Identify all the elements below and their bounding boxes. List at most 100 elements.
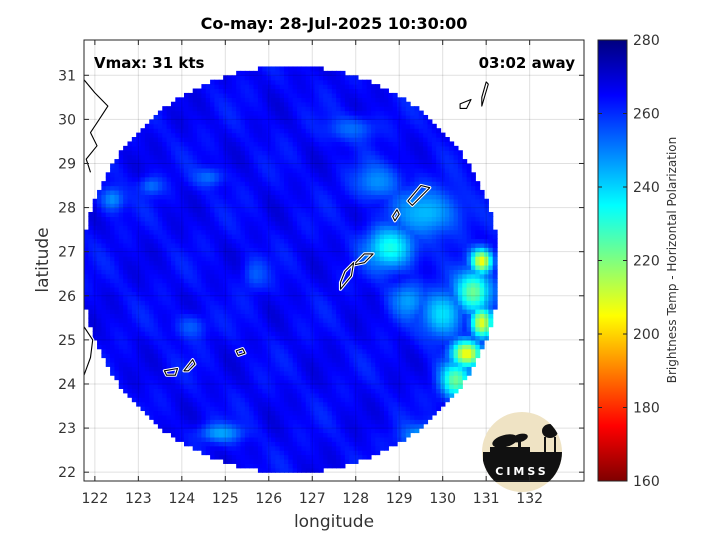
swath-cell	[144, 300, 150, 306]
swath-cell	[84, 247, 89, 253]
swath-cell	[153, 229, 159, 235]
swath-cell	[318, 458, 324, 464]
swath-cell	[192, 432, 198, 438]
swath-cell	[284, 242, 289, 248]
swath-cell	[336, 339, 342, 345]
swath-cell	[184, 220, 189, 226]
swath-cell	[388, 260, 394, 266]
swath-cell	[370, 436, 376, 442]
swath-cell	[349, 242, 355, 248]
swath-cell	[327, 445, 333, 451]
swath-cell	[166, 273, 172, 279]
swath-cell	[427, 331, 433, 337]
swath-cell	[257, 454, 263, 460]
swath-cell	[149, 194, 155, 200]
swath-cell	[288, 234, 294, 240]
swath-cell	[170, 194, 176, 200]
swath-cell	[336, 366, 342, 372]
swath-cell	[479, 256, 485, 262]
swath-cell	[270, 436, 276, 442]
swath-cell	[131, 366, 137, 372]
swath-cell	[436, 406, 442, 412]
swath-cell	[423, 419, 429, 425]
swath-cell	[205, 401, 211, 407]
swath-cell	[197, 251, 202, 257]
swath-cell	[266, 313, 272, 319]
swath-cell	[370, 379, 376, 385]
swath-cell	[140, 264, 146, 270]
swath-cell	[279, 450, 285, 456]
swath-cell	[475, 260, 481, 266]
swath-cell	[453, 300, 459, 306]
swath-cell	[253, 331, 259, 337]
swath-cell	[336, 234, 342, 240]
swath-cell	[362, 450, 368, 456]
swath-cell	[123, 256, 129, 262]
swath-cell	[288, 269, 294, 275]
swath-cell	[262, 309, 268, 315]
swath-cell	[488, 278, 494, 284]
swath-cell	[436, 370, 442, 376]
swath-cell	[318, 353, 324, 359]
swath-cell	[179, 313, 185, 319]
swath-cell	[336, 198, 342, 204]
swath-cell	[114, 273, 120, 279]
swath-cell	[427, 269, 433, 275]
swath-cell	[453, 207, 459, 213]
swath-cell	[401, 423, 407, 429]
swath-cell	[175, 379, 181, 385]
swath-cell	[249, 260, 255, 266]
swath-cell	[323, 264, 329, 270]
swath-cell	[170, 339, 176, 345]
swath-cell	[210, 300, 216, 306]
swath-cell	[279, 300, 285, 306]
swath-cell	[436, 225, 442, 231]
swath-cell	[140, 225, 146, 231]
swath-cell	[123, 251, 129, 257]
swath-cell	[427, 379, 433, 385]
swath-cell	[257, 419, 263, 425]
swath-cell	[92, 264, 98, 270]
swath-cell	[392, 441, 398, 447]
swath-cell	[479, 331, 485, 337]
swath-cell	[214, 260, 220, 266]
swath-cell	[336, 410, 342, 416]
swath-cell	[240, 370, 246, 376]
swath-cell	[127, 357, 133, 363]
swath-cell	[210, 414, 216, 420]
swath-cell	[244, 366, 250, 372]
swath-cell	[201, 309, 207, 315]
swath-cell	[288, 436, 294, 442]
swath-cell	[214, 344, 220, 350]
swath-cell	[353, 419, 359, 425]
swath-cell	[201, 353, 207, 359]
swath-cell	[227, 211, 233, 217]
swath-cell	[297, 436, 302, 442]
swath-cell	[257, 357, 263, 363]
swath-cell	[357, 295, 363, 301]
swath-cell	[257, 295, 263, 301]
swath-cell	[166, 295, 172, 301]
swath-cell	[210, 410, 216, 416]
swath-cell	[357, 300, 363, 306]
swath-cell	[114, 211, 120, 217]
swath-cell	[262, 450, 268, 456]
swath-cell	[131, 353, 137, 359]
swath-cell	[466, 242, 472, 248]
swath-cell	[97, 260, 102, 266]
swath-cell	[231, 339, 237, 345]
swath-cell	[218, 375, 224, 381]
swath-cell	[427, 242, 433, 248]
swath-cell	[97, 335, 102, 341]
swath-cell	[262, 406, 268, 412]
swath-cell	[162, 428, 168, 434]
swath-cell	[192, 278, 198, 284]
swath-cell	[253, 309, 259, 315]
swath-cell	[279, 238, 285, 244]
swath-cell	[175, 242, 181, 248]
swath-cell	[488, 304, 494, 310]
swath-cell	[392, 419, 398, 425]
swath-cell	[357, 198, 363, 204]
swath-cell	[205, 392, 211, 398]
swath-cell	[279, 419, 285, 425]
